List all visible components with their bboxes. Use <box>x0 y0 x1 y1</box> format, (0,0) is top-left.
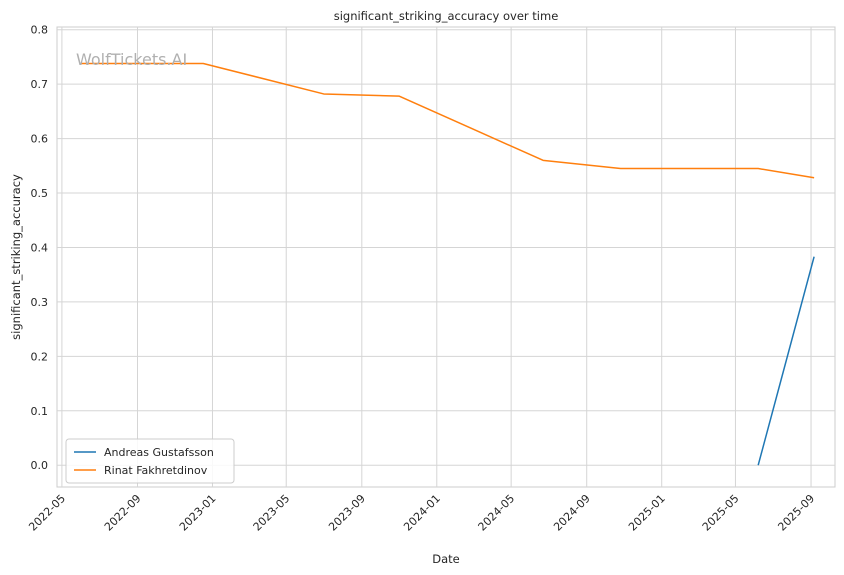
legend-label: Andreas Gustafsson <box>104 446 214 459</box>
series-lines <box>80 62 815 466</box>
series-line-1 <box>757 256 815 466</box>
plot-area <box>56 26 836 488</box>
y-tick-label: 0.5 <box>31 187 49 200</box>
y-axis-ticks: 0.0 0.1 0.2 0.3 0.4 0.5 0.6 0.7 0.8 <box>31 24 49 473</box>
chart-title: significant_striking_accuracy over time <box>334 9 559 23</box>
y-tick-label: 0.6 <box>31 133 49 146</box>
y-tick-label: 0.0 <box>31 459 49 472</box>
y-tick-label: 0.1 <box>31 405 49 418</box>
y-tick-label: 0.2 <box>31 350 49 363</box>
x-axis-title: Date <box>432 552 460 566</box>
y-tick-label: 0.4 <box>31 241 49 254</box>
series-line-2 <box>80 62 815 179</box>
y-tick-label: 0.3 <box>31 296 49 309</box>
legend-box <box>65 438 235 484</box>
watermark: WolfTickets.AI <box>76 50 187 69</box>
y-tick-label: 0.8 <box>31 24 49 37</box>
legend: Andreas Gustafsson Rinat Fakhretdinov <box>65 438 235 484</box>
grid-lines <box>57 27 835 487</box>
legend-label: Rinat Fakhretdinov <box>104 464 208 477</box>
y-axis-title: significant_striking_accuracy <box>9 174 23 340</box>
y-tick-label: 0.7 <box>31 78 49 91</box>
